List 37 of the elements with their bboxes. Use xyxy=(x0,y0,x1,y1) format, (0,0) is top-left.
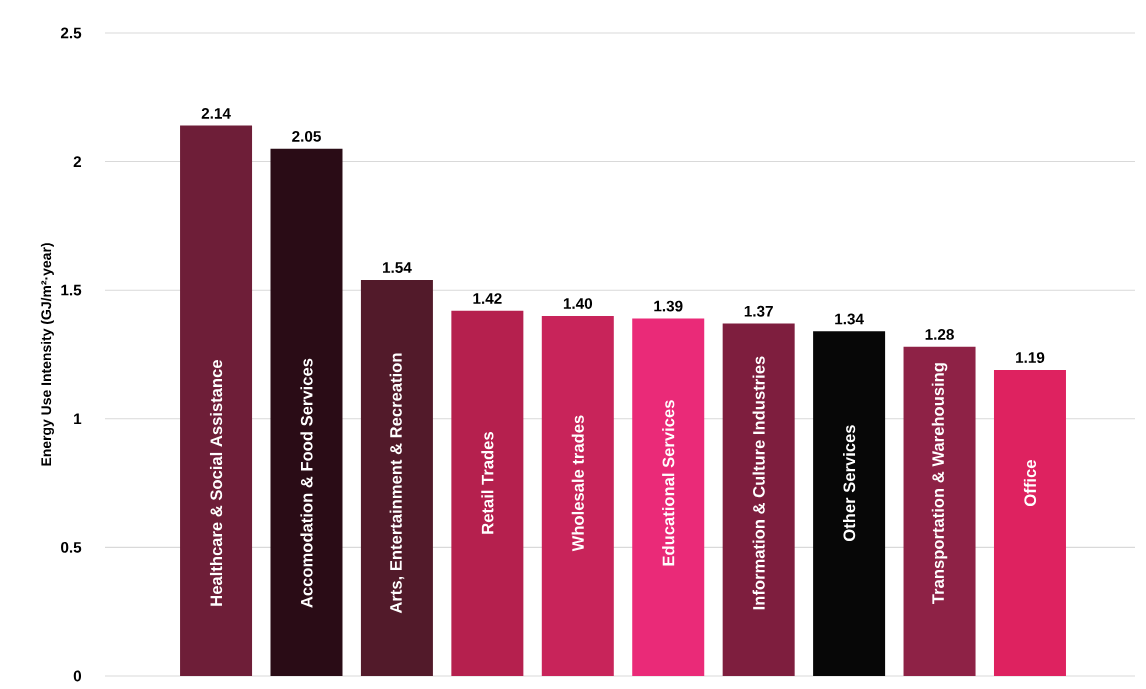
bar xyxy=(722,323,795,676)
data-label: 1.37 xyxy=(744,305,773,317)
bar xyxy=(180,125,253,676)
x-tick-label: Other Services xyxy=(843,425,856,542)
bar xyxy=(541,315,614,676)
y-tick-label: 0.5 xyxy=(61,541,82,553)
x-tick-label: Arts, Entertainment & Recreation xyxy=(389,353,405,614)
x-tick-label: Transportation & Warehousing xyxy=(931,363,948,604)
x-tick-label: Retail Trades xyxy=(481,432,494,534)
data-label: 1.19 xyxy=(1016,352,1045,363)
y-tick-label: 1 xyxy=(74,413,82,425)
data-label: 1.39 xyxy=(654,300,683,312)
y-axis-title: Energy Use Intensity (GJ/m²·year) xyxy=(40,243,54,466)
x-tick-label: Educational Services xyxy=(662,400,675,566)
y-tick-label: 2 xyxy=(73,156,82,167)
bar xyxy=(813,331,886,676)
x-tick-label: Accomodation & Food Services xyxy=(300,358,313,608)
bar xyxy=(360,279,433,676)
data-label: 2.14 xyxy=(201,107,231,119)
bar xyxy=(270,148,343,676)
bar xyxy=(993,369,1066,676)
y-tick-label: 0 xyxy=(73,670,82,682)
x-tick-label: Office xyxy=(1023,460,1037,506)
data-label: 1.40 xyxy=(563,298,593,309)
bar xyxy=(903,346,976,676)
y-tick-label: 1.5 xyxy=(61,284,82,296)
x-tick-label: Wholesale trades xyxy=(571,415,584,552)
data-label: 1.42 xyxy=(473,293,502,304)
data-label: 2.05 xyxy=(292,130,321,142)
data-label: 1.34 xyxy=(835,313,864,325)
data-label: 1.54 xyxy=(383,262,412,273)
data-label: 1.28 xyxy=(925,329,954,340)
y-tick-label: 2.5 xyxy=(60,27,82,39)
bar xyxy=(632,318,705,676)
bar xyxy=(451,310,524,676)
x-tick-label: Healthcare & Social Assistance xyxy=(209,360,223,606)
x-tick-label: Information & Culture Industries xyxy=(752,356,765,610)
